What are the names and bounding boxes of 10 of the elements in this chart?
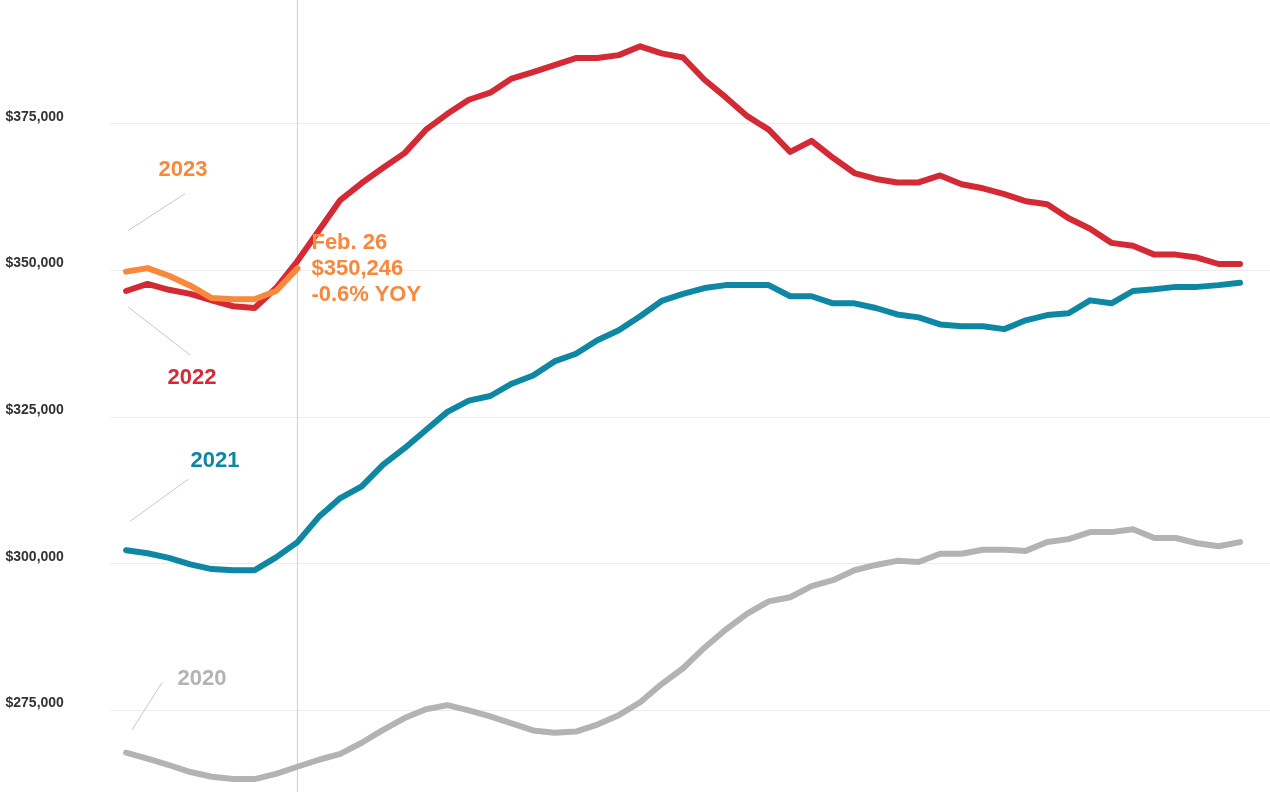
y-tick-label: $325,000 — [5, 401, 65, 418]
annotation: Feb. 26 $350,246 -0.6% YOY — [311, 229, 422, 307]
text: 2022 — [167, 363, 217, 389]
y-tick-label: $350,000 — [5, 254, 65, 271]
y-tick-label: $300,000 — [5, 547, 65, 564]
y-tick-label: $275,000 — [5, 694, 65, 711]
text: 2023 — [158, 155, 208, 181]
y-tick-label: $375,000 — [5, 107, 65, 124]
text: 2021 — [190, 447, 240, 473]
text: 2020 — [177, 664, 227, 690]
